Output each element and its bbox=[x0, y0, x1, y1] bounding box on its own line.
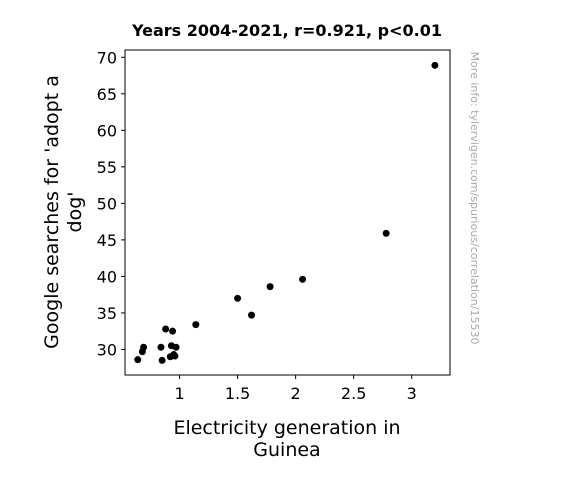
y-axis-label-line-1: Google searches for 'adopt a bbox=[41, 75, 63, 349]
data-point bbox=[192, 321, 200, 329]
data-point bbox=[431, 61, 439, 69]
data-point bbox=[382, 229, 390, 237]
x-axis-label-line-2: Guinea bbox=[253, 439, 320, 461]
x-tick-label: 1 bbox=[174, 384, 184, 403]
data-point bbox=[248, 311, 256, 319]
data-point bbox=[172, 343, 180, 351]
data-point bbox=[158, 356, 166, 364]
x-tick-label: 2.5 bbox=[341, 384, 366, 403]
data-point bbox=[171, 352, 179, 360]
data-point bbox=[140, 343, 148, 351]
data-point bbox=[266, 283, 274, 291]
x-axis-label-line-1: Electricity generation in bbox=[173, 417, 400, 439]
y-axis-label-line-2: dog' bbox=[64, 192, 86, 233]
x-tick-label: 1.5 bbox=[225, 384, 250, 403]
y-tick-label: 60 bbox=[97, 121, 117, 140]
data-point bbox=[134, 356, 142, 364]
watermark-text: More info: tylervigen.com/spurious/corre… bbox=[468, 52, 481, 345]
y-tick-label: 65 bbox=[97, 85, 117, 104]
y-tick-label: 50 bbox=[97, 194, 117, 213]
data-point bbox=[169, 327, 177, 335]
x-tick-label: 3 bbox=[407, 384, 417, 403]
data-point bbox=[157, 343, 165, 351]
y-tick-label: 55 bbox=[97, 158, 117, 177]
chart-title: Years 2004-2021, r=0.921, p<0.01 bbox=[131, 21, 442, 40]
x-tick-label: 2 bbox=[291, 384, 301, 403]
y-tick-label: 35 bbox=[97, 304, 117, 323]
y-tick-label: 45 bbox=[97, 231, 117, 250]
x-axis: 1 1.5 2 2.5 3 bbox=[174, 375, 417, 403]
y-axis: 30 35 40 45 50 55 60 65 70 bbox=[97, 48, 125, 359]
plot-area bbox=[124, 49, 451, 376]
data-point bbox=[162, 325, 170, 333]
data-point bbox=[299, 275, 307, 283]
data-point bbox=[234, 294, 242, 302]
y-tick-label: 40 bbox=[97, 267, 117, 286]
y-tick-label: 70 bbox=[97, 48, 117, 67]
y-tick-label: 30 bbox=[97, 340, 117, 359]
data-points bbox=[134, 61, 439, 364]
